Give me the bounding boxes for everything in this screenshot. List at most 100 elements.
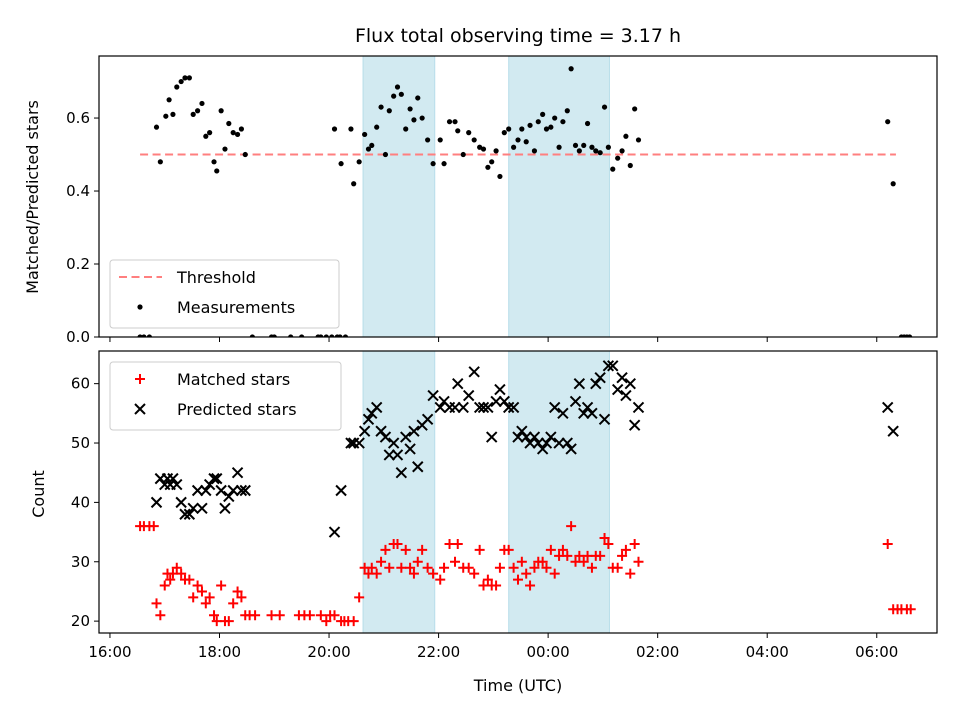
y-tick-label: 30 <box>71 553 90 571</box>
predicted-point <box>486 431 498 443</box>
top-y-axis-label: Matched/Predicted stars <box>23 100 42 294</box>
matched-point <box>617 550 628 561</box>
measurement-point <box>627 162 633 169</box>
predicted-point <box>462 389 475 402</box>
measurement-point <box>329 334 335 337</box>
predicted-point <box>524 437 536 449</box>
predicted-point <box>594 372 606 384</box>
predicted-point <box>187 502 199 515</box>
matched-point <box>469 568 480 579</box>
matched-point <box>417 544 428 555</box>
measurement-point <box>199 100 205 107</box>
predicted-point <box>553 437 565 449</box>
matched-point <box>408 568 419 579</box>
observing-interval-1 <box>362 55 436 338</box>
measurement-point <box>597 150 603 156</box>
measurement-point <box>411 117 417 123</box>
measurement-point <box>635 137 642 143</box>
legend-box <box>109 259 340 329</box>
matched-point <box>171 562 182 573</box>
measurement-point <box>619 148 625 154</box>
matched-point <box>228 598 239 609</box>
chart-title: Flux total observing time = 3.17 h <box>355 25 681 47</box>
matched-point <box>435 574 446 585</box>
matched-point <box>482 574 493 585</box>
measurement-point <box>581 142 587 149</box>
measurement-point <box>485 164 491 170</box>
predicted-point <box>208 472 220 485</box>
predicted-point <box>578 407 590 420</box>
predicted-point <box>434 401 446 414</box>
series-predicted-stars <box>150 360 899 538</box>
matched-point <box>882 538 893 549</box>
matched-point <box>494 562 505 573</box>
measurement-point <box>430 161 436 167</box>
measurement-point <box>141 334 147 337</box>
matched-point <box>196 586 207 597</box>
matched-point <box>151 598 162 609</box>
legend-plus-swatch <box>135 374 145 384</box>
predicted-point <box>345 437 357 449</box>
matched-point <box>371 568 382 579</box>
matched-point <box>250 610 261 621</box>
legend-x-swatch <box>134 403 146 415</box>
predicted-point <box>628 419 641 431</box>
matched-point <box>474 544 485 555</box>
predicted-point <box>565 443 577 455</box>
matched-point <box>599 533 610 544</box>
measurement-point <box>511 144 517 150</box>
matched-point <box>525 580 536 591</box>
matched-point <box>236 592 247 603</box>
predicted-point <box>370 401 383 414</box>
measurement-point <box>419 115 425 121</box>
measurement-point <box>211 159 217 165</box>
predicted-point <box>219 502 231 515</box>
predicted-point <box>379 431 392 443</box>
predicted-point <box>400 431 412 443</box>
matched-point <box>508 562 519 573</box>
predicted-point <box>200 484 212 497</box>
matched-point <box>463 562 474 573</box>
measurement-point <box>455 128 461 134</box>
matched-point <box>216 580 227 591</box>
predicted-point <box>231 466 244 479</box>
measurement-point <box>391 93 397 99</box>
measurement-point <box>615 155 621 161</box>
measurement-point <box>446 119 453 125</box>
predicted-point <box>150 496 163 509</box>
predicted-point <box>598 413 611 425</box>
matched-point <box>612 562 623 573</box>
matched-point <box>603 538 614 549</box>
measurement-point <box>218 108 224 114</box>
measurement-point <box>153 124 160 130</box>
bottom-y-axis-label: Count <box>29 470 48 518</box>
matched-point <box>204 592 215 603</box>
x-axis-label: Time (UTC) <box>473 676 562 695</box>
predicted-point <box>404 443 416 455</box>
measurement-point <box>407 106 413 112</box>
legend-dot-swatch <box>137 304 143 310</box>
predicted-point <box>532 437 544 449</box>
predicted-point <box>569 395 582 408</box>
measurement-point <box>535 119 541 125</box>
predicted-point <box>227 484 239 497</box>
predicted-point <box>452 377 464 390</box>
measurement-point <box>249 334 255 337</box>
predicted-point <box>611 383 624 396</box>
measurement-point <box>166 97 172 103</box>
predicted-point <box>391 449 404 461</box>
measurement-point <box>174 84 180 90</box>
matched-point <box>412 556 423 567</box>
measurement-point <box>338 161 344 167</box>
matched-point <box>450 556 461 567</box>
predicted-point <box>557 407 569 420</box>
predicted-point <box>395 466 408 479</box>
measurement-point <box>489 159 495 165</box>
x-tick-label: 04:00 <box>746 643 789 661</box>
legend-label: Threshold <box>176 268 256 287</box>
measurement-point <box>471 137 477 143</box>
matched-point <box>209 610 220 621</box>
y-tick-label: 60 <box>71 375 90 393</box>
matched-point <box>400 544 411 555</box>
measurement-point <box>527 122 533 128</box>
